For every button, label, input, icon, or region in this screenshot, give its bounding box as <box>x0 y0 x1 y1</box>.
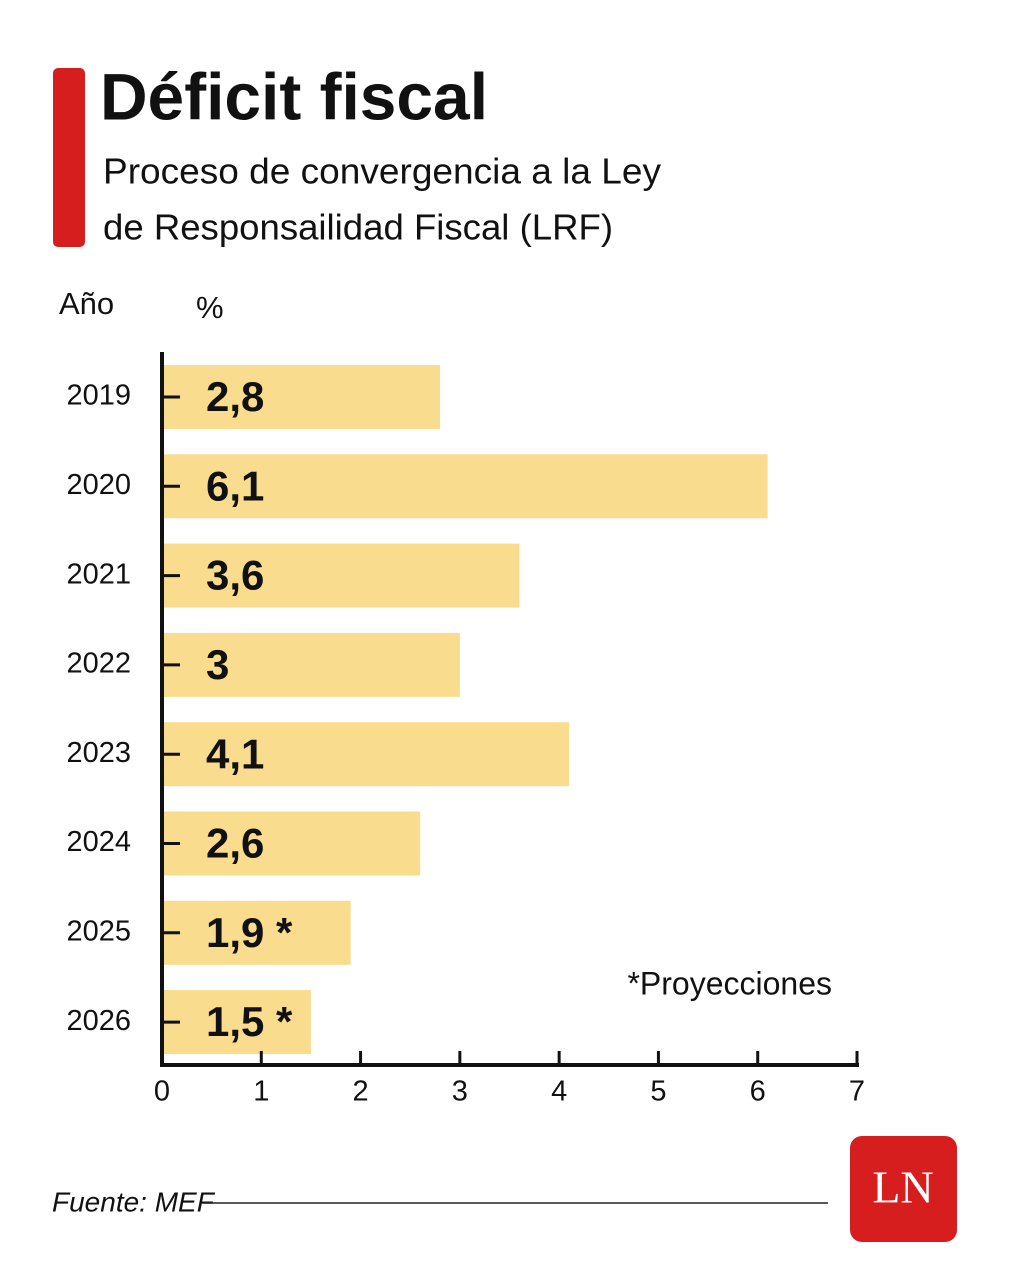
x-tick-label: 1 <box>253 1076 269 1108</box>
bar <box>162 543 520 608</box>
logo: LN <box>872 1162 933 1213</box>
value-label: 2,8 <box>206 373 264 420</box>
y-axis-label: Año <box>59 286 114 321</box>
x-tick-label: 2 <box>353 1076 369 1108</box>
bar <box>162 811 421 876</box>
x-tick-label: 6 <box>750 1076 766 1108</box>
y-tick-label: 2019 <box>66 380 131 412</box>
bar <box>162 454 768 519</box>
x-tick-label: 7 <box>849 1076 865 1108</box>
subtitle: de Responsailidad Fiscal (LRF) <box>103 207 613 248</box>
bar <box>162 632 460 697</box>
y-tick-label: 2025 <box>66 915 131 947</box>
logo-box <box>850 1136 957 1242</box>
chart-title: Déficit fiscal <box>100 59 488 133</box>
y-tick-label: 2023 <box>66 737 131 769</box>
bar <box>162 900 351 965</box>
subtitle: Proceso de convergencia a la Ley <box>103 151 661 192</box>
y-tick-label: 2024 <box>66 826 131 858</box>
title-accent <box>53 68 85 247</box>
value-label: 2,6 <box>206 820 264 867</box>
x-axis-label: % <box>196 290 224 325</box>
note: *Proyecciones <box>627 965 832 1001</box>
bar <box>162 365 440 429</box>
y-tick-label: 2022 <box>66 648 131 680</box>
x-tick-label: 3 <box>452 1076 468 1108</box>
x-tick-label: 4 <box>551 1076 567 1108</box>
value-label: 3 <box>206 641 229 688</box>
bar <box>162 990 311 1055</box>
value-label: 6,1 <box>206 462 264 509</box>
value-label: 1,5 * <box>206 998 293 1045</box>
y-tick-label: 2020 <box>66 469 131 501</box>
x-tick-label: 5 <box>650 1076 666 1108</box>
source: Fuente: MEF <box>52 1186 216 1217</box>
bar <box>162 722 570 787</box>
x-tick-label: 0 <box>154 1076 170 1108</box>
value-label: 1,9 * <box>206 909 293 956</box>
y-tick-label: 2026 <box>66 1005 131 1037</box>
value-label: 3,6 <box>206 552 264 599</box>
value-label: 4,1 <box>206 730 264 777</box>
y-tick-label: 2021 <box>66 558 131 590</box>
